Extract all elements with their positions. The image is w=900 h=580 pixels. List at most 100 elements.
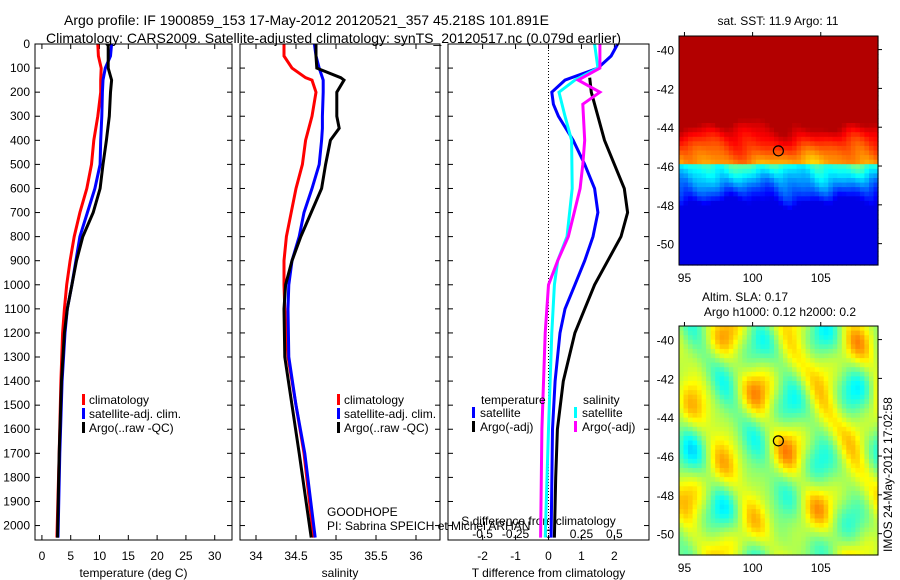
heatmap-cell [792,541,798,547]
heatmap-cell [746,413,752,419]
heatmap-cell [792,445,798,451]
heatmap-cell [837,362,843,368]
heatmap-cell [832,196,838,202]
heatmap-cell [710,155,716,161]
heatmap-cell [751,458,757,464]
heatmap-cell [737,77,743,83]
heatmap-cell [692,477,698,483]
heatmap-cell [787,532,793,538]
heatmap-cell [859,486,865,492]
heatmap-cell [810,95,816,101]
heatmap-cell [692,390,698,396]
heatmap-cell [792,40,798,46]
heatmap-cell [688,91,694,97]
heatmap-cell [855,440,861,446]
heatmap-cell [828,413,834,419]
heatmap-cell [810,81,816,87]
heatmap-cell [846,472,852,478]
heatmap-cell [751,509,757,515]
heatmap-cell [864,426,870,432]
heatmap-cell [796,522,802,529]
heatmap-cell [832,481,838,487]
heatmap-cell [814,118,820,124]
heatmap-cell [828,72,834,78]
heatmap-cell [828,445,834,451]
heatmap-cell [778,339,784,345]
heatmap-cell [710,123,716,129]
heatmap-cell [706,54,712,60]
heatmap-cell [737,431,743,437]
heatmap-cell [873,541,879,547]
heatmap-cell [873,486,879,492]
heatmap-cell [724,339,730,345]
heatmap-cell [733,541,739,547]
heatmap-cell [778,58,784,65]
heatmap-cell [710,371,716,377]
heatmap-cell [728,326,734,332]
heatmap-cell [778,45,784,51]
heatmap-cell [710,422,716,428]
heatmap-cell [710,403,716,410]
heatmap-cell [715,362,721,368]
heatmap-cell [869,123,875,129]
heatmap-cell [855,522,861,529]
heatmap-cell [692,40,698,46]
heatmap-cell [832,403,838,410]
heatmap-cell [864,40,870,46]
heatmap-cell [755,237,761,243]
heatmap-cell [810,518,816,524]
heatmap-cell [715,45,721,51]
heatmap-cell [746,353,752,359]
heatmap-cell [855,123,861,129]
heatmap-cell [810,164,816,170]
heatmap-cell [801,532,807,538]
heatmap-cell [688,472,694,478]
heatmap-cell [783,440,789,446]
heatmap-cell [841,390,847,396]
heatmap-cell [742,210,748,216]
heatmap-cell [706,326,712,332]
heatmap-cell [841,413,847,419]
heatmap-cell [692,86,698,92]
heatmap-cell [751,381,757,387]
heatmap-cell [814,394,820,400]
heatmap-cell [792,344,798,350]
heatmap-cell [742,550,748,556]
heatmap-cell [733,426,739,432]
heatmap-cell [746,68,752,74]
heatmap-cell [692,422,698,428]
heatmap-cell [873,518,879,524]
heatmap-cell [692,339,698,345]
heatmap-cell [850,246,856,252]
heatmap-cell [746,435,752,442]
heatmap-cell [828,385,834,391]
heatmap-cell [850,385,856,391]
heatmap-cell [769,127,775,133]
heatmap-cell [769,86,775,92]
heatmap-cell [683,513,689,519]
heatmap-cell [746,246,752,252]
heatmap-cell [724,200,730,207]
heatmap-cell [746,422,752,428]
heatmap-cell [859,371,865,377]
heatmap-cell [823,210,829,216]
heatmap-cell [828,191,834,197]
heatmap-cell [751,403,757,410]
heatmap-cell [855,399,861,405]
heatmap-cell [796,36,802,42]
heatmap-cell [873,255,879,261]
heatmap-cell [869,214,875,220]
heatmap-cell [859,210,865,216]
heatmap-cell [742,159,748,165]
heatmap-cell [855,228,861,234]
heatmap-cell [679,182,685,188]
heatmap-cell [859,339,865,345]
heatmap-cell [683,362,689,368]
heatmap-cell [679,164,685,170]
heatmap-cell [688,449,694,455]
heatmap-cell [841,155,847,161]
heatmap-cell [778,223,784,229]
heatmap-cell [774,54,780,60]
heatmap-cell [792,58,798,65]
